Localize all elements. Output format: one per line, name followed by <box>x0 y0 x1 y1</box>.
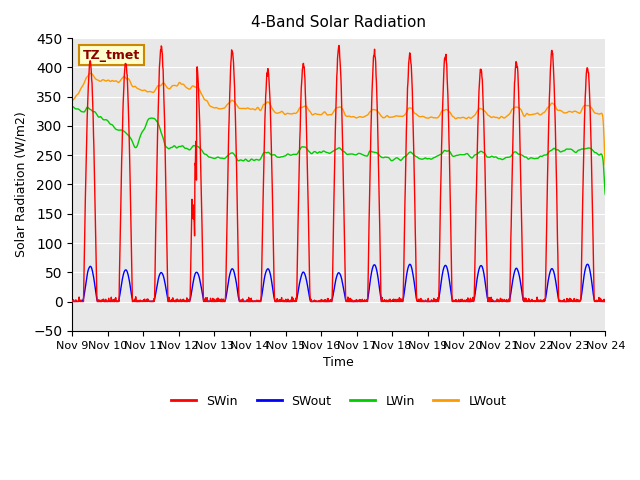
Y-axis label: Solar Radiation (W/m2): Solar Radiation (W/m2) <box>15 111 28 257</box>
Title: 4-Band Solar Radiation: 4-Band Solar Radiation <box>252 15 426 30</box>
X-axis label: Time: Time <box>323 356 354 369</box>
Text: TZ_tmet: TZ_tmet <box>83 48 140 61</box>
Legend: SWin, SWout, LWin, LWout: SWin, SWout, LWin, LWout <box>166 390 511 413</box>
